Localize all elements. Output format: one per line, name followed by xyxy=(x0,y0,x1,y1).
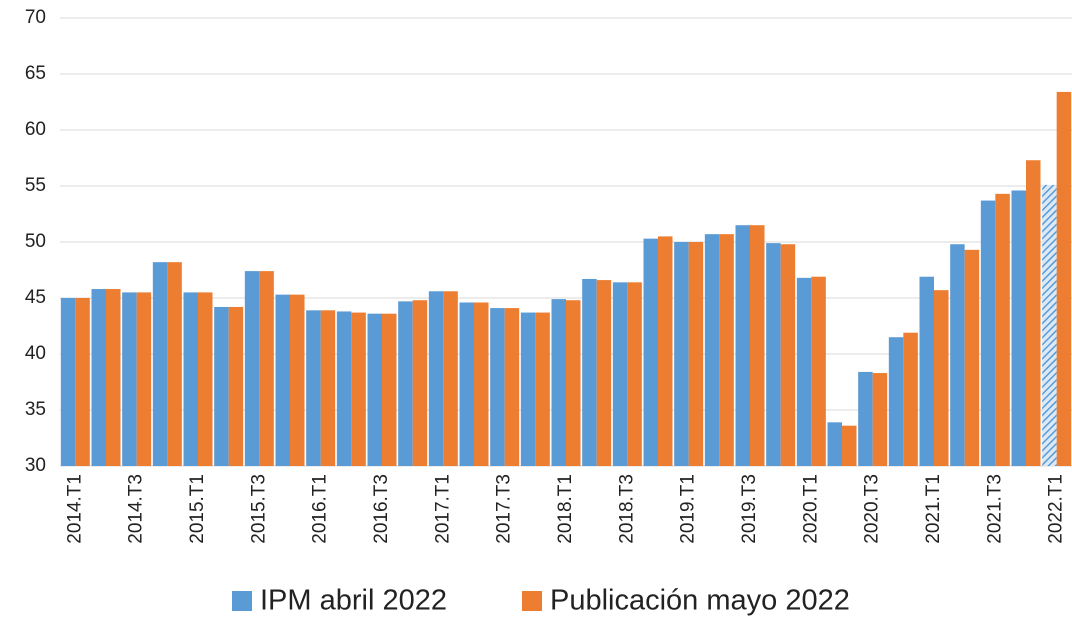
legend-swatch xyxy=(232,591,252,611)
bar xyxy=(198,292,213,466)
y-tick-label: 50 xyxy=(25,231,46,252)
bar xyxy=(980,200,996,466)
bar xyxy=(566,300,581,466)
y-tick-label: 35 xyxy=(25,399,46,420)
bar xyxy=(167,262,182,466)
bar xyxy=(872,373,888,466)
bar xyxy=(766,243,781,466)
x-tick-label: 2014.T3 xyxy=(126,474,147,544)
bar xyxy=(306,310,321,466)
bar xyxy=(688,242,704,466)
x-tick-label: 2017.T1 xyxy=(432,474,453,544)
x-tick-label: 2017.T3 xyxy=(494,474,515,544)
bar xyxy=(122,292,137,466)
x-tick-label: 2021.T1 xyxy=(923,474,944,544)
bar xyxy=(106,289,121,466)
legend-label: IPM abril 2022 xyxy=(260,585,447,617)
bar xyxy=(398,301,413,466)
bar xyxy=(719,234,734,466)
bar xyxy=(919,276,934,466)
bar xyxy=(244,271,260,466)
bar xyxy=(183,292,198,466)
bar xyxy=(903,332,918,466)
bar xyxy=(950,244,965,466)
bar xyxy=(382,313,397,466)
x-tick-label: 2014.T1 xyxy=(64,474,85,544)
bar xyxy=(995,193,1010,466)
bar xyxy=(520,312,536,466)
bar xyxy=(934,290,949,466)
bar xyxy=(827,422,842,466)
bar xyxy=(1026,160,1041,467)
bar xyxy=(228,306,244,466)
y-tick-label: 65 xyxy=(25,63,46,84)
x-tick-label: 2015.T3 xyxy=(248,474,269,544)
bar xyxy=(214,306,229,466)
bar xyxy=(60,298,76,466)
y-tick-label: 45 xyxy=(25,287,46,308)
bar xyxy=(612,282,628,466)
bar xyxy=(551,299,566,466)
legend-swatch xyxy=(522,591,542,611)
bar xyxy=(428,291,444,466)
bar xyxy=(490,308,505,466)
bar xyxy=(596,280,612,466)
x-tick-label: 2016.T3 xyxy=(371,474,392,544)
bar xyxy=(91,289,106,466)
y-tick-label: 40 xyxy=(25,343,46,364)
bar xyxy=(627,282,642,466)
bar xyxy=(443,291,458,466)
bar xyxy=(780,244,796,466)
bar xyxy=(259,271,274,466)
legend-label: Publicación mayo 2022 xyxy=(550,585,850,617)
y-tick-label: 30 xyxy=(25,455,46,476)
bar xyxy=(888,337,904,466)
x-tick-label: 2016.T1 xyxy=(310,474,331,544)
bar xyxy=(367,313,382,466)
bar xyxy=(275,294,290,466)
x-tick-label: 2019.T3 xyxy=(739,474,760,544)
x-tick-label: 2020.T3 xyxy=(862,474,883,544)
bar xyxy=(320,310,336,466)
bar xyxy=(336,311,352,466)
bar xyxy=(504,308,520,466)
bar xyxy=(1056,91,1072,467)
bar xyxy=(290,294,305,466)
bar xyxy=(152,262,168,466)
bar xyxy=(582,278,597,466)
bar xyxy=(858,371,873,466)
bar xyxy=(351,312,366,466)
y-tick-label: 60 xyxy=(25,119,46,140)
bar xyxy=(964,249,980,466)
bar xyxy=(811,276,826,466)
bar xyxy=(658,236,673,466)
y-tick-label: 70 xyxy=(25,7,46,28)
bar xyxy=(459,302,474,466)
bar xyxy=(750,225,765,466)
bar xyxy=(735,225,750,466)
bar xyxy=(474,302,489,466)
x-tick-label: 2015.T1 xyxy=(187,474,208,544)
x-tick-label: 2021.T3 xyxy=(984,474,1005,544)
bar xyxy=(796,277,812,466)
bar xyxy=(1042,184,1057,466)
bar xyxy=(1011,190,1026,467)
bar xyxy=(412,300,428,466)
bar xyxy=(535,312,550,466)
bar xyxy=(643,238,658,466)
bar xyxy=(75,298,90,466)
bar xyxy=(674,242,689,466)
x-tick-label: 2018.T1 xyxy=(555,474,576,544)
bar xyxy=(842,425,857,466)
x-tick-label: 2018.T3 xyxy=(616,474,637,544)
x-tick-label: 2022.T1 xyxy=(1046,474,1067,544)
x-tick-label: 2020.T1 xyxy=(800,474,821,544)
y-tick-label: 55 xyxy=(25,175,46,196)
bar xyxy=(704,234,720,466)
bar xyxy=(136,292,152,466)
x-tick-label: 2019.T1 xyxy=(678,474,699,544)
